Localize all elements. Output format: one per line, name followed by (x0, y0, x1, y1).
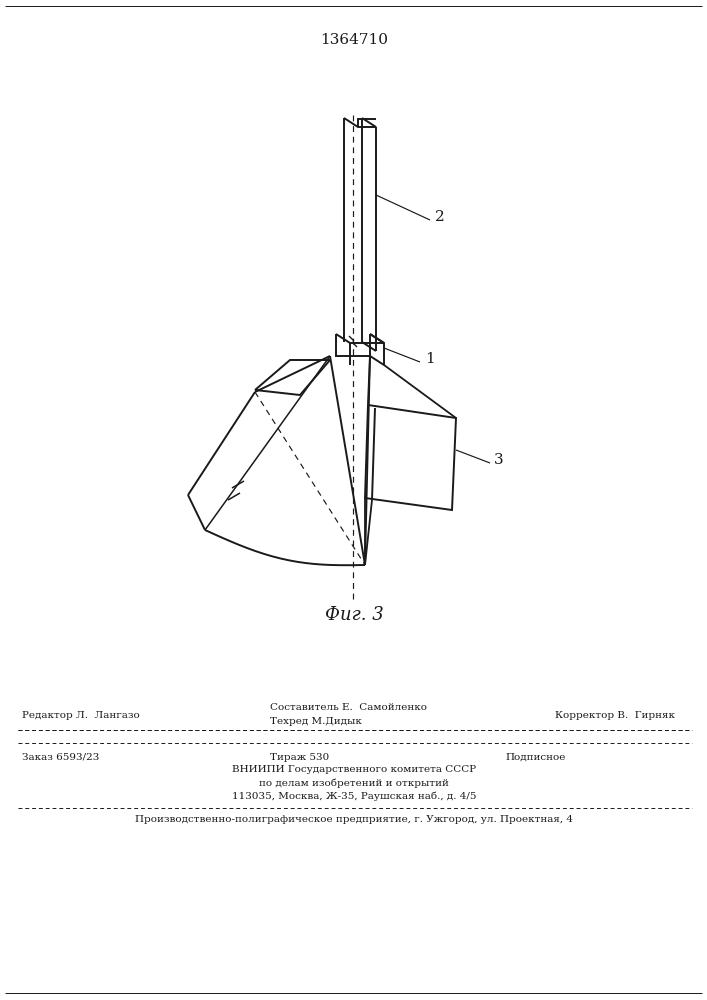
Text: по делам изобретений и открытий: по делам изобретений и открытий (259, 778, 449, 788)
Text: Редактор Л.  Лангазо: Редактор Л. Лангазо (22, 710, 140, 720)
Text: ВНИИПИ Государственного комитета СССР: ВНИИПИ Государственного комитета СССР (232, 766, 476, 774)
Text: Фиг. 3: Фиг. 3 (325, 606, 383, 624)
Text: Производственно-полиграфическое предприятие, г. Ужгород, ул. Проектная, 4: Производственно-полиграфическое предприя… (135, 816, 573, 824)
Text: Корректор В.  Гирняк: Корректор В. Гирняк (555, 710, 675, 720)
Text: 113035, Москва, Ж-35, Раушская наб., д. 4/5: 113035, Москва, Ж-35, Раушская наб., д. … (232, 791, 477, 801)
Text: 1364710: 1364710 (320, 33, 388, 47)
Text: Составитель Е.  Самойленко: Составитель Е. Самойленко (270, 702, 427, 712)
Text: Техред М.Дидык: Техред М.Дидык (270, 716, 362, 726)
Text: Заказ 6593/23: Заказ 6593/23 (22, 752, 100, 762)
Text: 1: 1 (425, 352, 435, 366)
Text: Подписное: Подписное (505, 752, 566, 762)
Text: 2: 2 (435, 210, 445, 224)
Text: Тираж 530: Тираж 530 (270, 752, 329, 762)
Text: 3: 3 (494, 453, 503, 467)
